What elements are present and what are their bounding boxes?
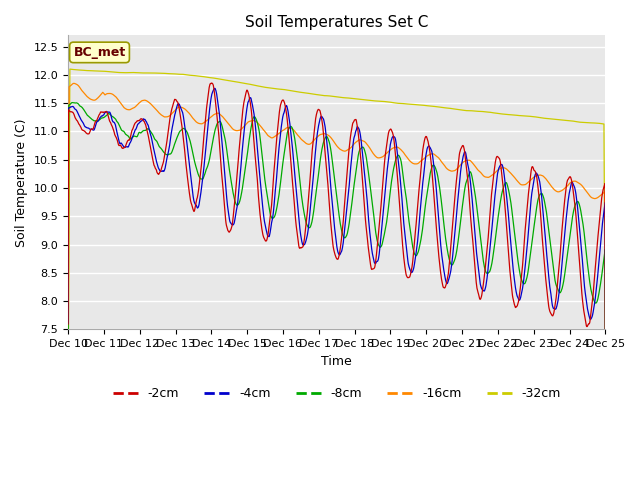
- Title: Soil Temperatures Set C: Soil Temperatures Set C: [245, 15, 428, 30]
- Y-axis label: Soil Temperature (C): Soil Temperature (C): [15, 118, 28, 247]
- Text: BC_met: BC_met: [74, 46, 125, 59]
- X-axis label: Time: Time: [321, 355, 352, 368]
- Legend: -2cm, -4cm, -8cm, -16cm, -32cm: -2cm, -4cm, -8cm, -16cm, -32cm: [108, 383, 566, 406]
